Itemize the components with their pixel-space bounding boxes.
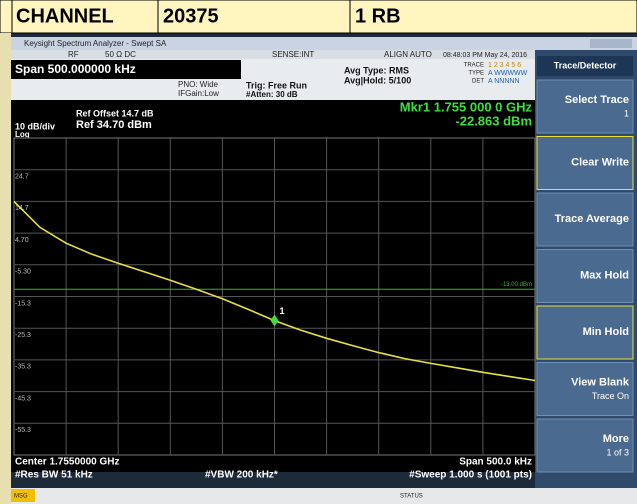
plot-area (11, 100, 535, 472)
ref-level: Ref 34.70 dBm (76, 119, 152, 131)
msg: MSG (14, 494, 28, 500)
window-title: Keysight Spectrum Analyzer - Swept SA (24, 39, 167, 48)
msg-box (11, 489, 35, 502)
log: Log (15, 130, 30, 139)
scale: 10 dB/div (15, 121, 55, 131)
softkey-label: Select Trace (565, 94, 629, 106)
status-bar (11, 488, 637, 504)
sense: SENSE:INT (272, 50, 314, 59)
marker-freq: Mkr1 1.755 000 0 GHz (400, 99, 533, 114)
y-tick-label: -15.3 (15, 300, 31, 307)
softkey[interactable] (536, 192, 634, 247)
ref-offset: Ref Offset 14.7 dB (76, 108, 154, 118)
y-tick-label: -55.3 (15, 427, 31, 434)
softkey[interactable] (536, 249, 634, 303)
trace-nums: 1 2 3 4 5 6 (488, 62, 521, 69)
trace-label: TRACE (464, 63, 484, 69)
marker-label: 1 (280, 306, 285, 316)
y-tick-label: -35.3 (15, 364, 31, 371)
softkey[interactable] (536, 79, 634, 134)
title-bar (11, 37, 637, 50)
softkey-sub: Trace On (592, 391, 629, 401)
center: Center 1.7550000 GHz (15, 457, 120, 468)
marker-level: -22.863 dBm (455, 113, 532, 128)
rf: RF (68, 50, 79, 59)
span-setting: Span 500.000000 kHz (15, 62, 136, 76)
header-cell: 1 RB (355, 5, 401, 27)
y-tick-label: -45.3 (15, 395, 31, 402)
det-vals: A NNNNN (488, 78, 520, 85)
softkey-label: Max Hold (580, 269, 629, 281)
softkey-title: Trace/Detector (554, 60, 617, 70)
softkey[interactable] (536, 418, 634, 473)
atten: #Atten: 30 dB (246, 90, 298, 99)
softkey-header (537, 56, 633, 76)
span-box (11, 60, 241, 79)
status: STATUS (400, 494, 423, 500)
softkey[interactable] (536, 136, 634, 190)
softkey-label: Min Hold (583, 326, 629, 338)
y-tick-label: 4.70 (15, 237, 29, 244)
marker (270, 314, 279, 327)
softkey-label: View Blank (571, 376, 630, 388)
softkeys: Select Trace 1 Clear Write Trace Average Max… (536, 79, 634, 473)
window-buttons[interactable] (590, 39, 632, 48)
header-cell: 20375 (163, 5, 219, 27)
softkey-label: Clear Write (571, 156, 629, 168)
avg-type: Avg Type: RMS (344, 65, 409, 75)
display-line-label: -13.00 dBm (501, 282, 532, 288)
trig: Trig: Free Run (246, 80, 307, 90)
span: Span 500.0 kHz (459, 457, 532, 468)
softkey-sub: 1 of 3 (606, 447, 629, 457)
vbw: #VBW 200 kHz* (205, 470, 278, 481)
softkey-label: More (603, 433, 629, 445)
align: ALIGN AUTO (384, 50, 432, 59)
header-row (0, 0, 637, 34)
y-tick-label: -25.3 (15, 332, 31, 339)
type-label: TYPE (468, 71, 484, 77)
input: 50 Ω DC (105, 50, 136, 59)
softkey-sub: 1 (624, 108, 629, 118)
clock: 08:48:03 PM May 24, 2016 (443, 52, 527, 59)
rbw: #Res BW 51 kHz (15, 470, 93, 481)
ifgain: IFGain:Low (178, 89, 219, 98)
y-tick-label: -5.30 (15, 269, 31, 276)
softkey-label: Trace Average (555, 213, 629, 225)
pno: PNO: Wide (178, 80, 219, 89)
left-strip (0, 33, 11, 504)
det-label: DET (472, 79, 484, 85)
avg-hold: Avg|Hold: 5/100 (344, 75, 411, 85)
header-cell: CHANNEL (16, 5, 114, 27)
type-vals: A WWWWW (488, 70, 528, 77)
status-row (11, 50, 535, 59)
sweep: #Sweep 1.000 s (1001 pts) (409, 470, 532, 481)
softkey[interactable] (536, 362, 634, 416)
y-tick-label: 24.7 (15, 174, 29, 181)
softkey[interactable] (536, 305, 634, 360)
